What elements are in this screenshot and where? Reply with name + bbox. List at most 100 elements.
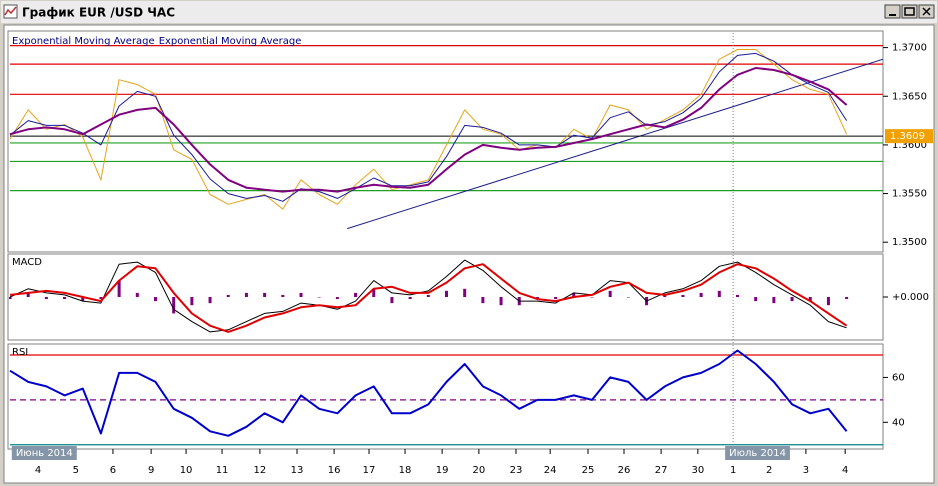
x-tick-label: 13 (291, 465, 304, 476)
month-label: Июнь 2014 (16, 448, 73, 459)
pane (9, 259, 849, 333)
histogram-bar (26, 292, 30, 297)
x-tick-label: 11 (216, 465, 229, 476)
histogram-bar (9, 297, 12, 300)
histogram-bar (81, 297, 85, 302)
window-title: График EUR /USD ЧАС (22, 6, 175, 20)
minimize-button[interactable] (884, 4, 901, 19)
last-price-label: 1.3609 (890, 131, 925, 142)
y-tick-label: 40 (892, 417, 905, 428)
x-tick-label: 2 (766, 465, 772, 476)
histogram-bar (281, 294, 285, 297)
histogram-bar (263, 292, 267, 297)
window-icon (3, 4, 18, 19)
y-tick-label: 1.3650 (892, 91, 927, 102)
y-tick-label: 60 (892, 372, 905, 383)
histogram-bar (554, 297, 558, 300)
histogram-bar (63, 297, 67, 300)
histogram-bar (681, 294, 685, 297)
pane-frame (7, 30, 884, 253)
histogram-bar (426, 294, 430, 297)
histogram-bar (299, 292, 303, 297)
maximize-button[interactable] (901, 4, 918, 19)
histogram-bar (481, 297, 485, 304)
y-tick-label: 1.3550 (892, 189, 927, 200)
series-line (9, 67, 848, 193)
histogram-bar (463, 288, 467, 297)
x-tick-label: 25 (582, 465, 595, 476)
histogram-bar (244, 292, 248, 297)
y-tick-label: +0.000 (892, 292, 929, 303)
legend-entry: Exponential Moving Average (12, 36, 155, 47)
x-tick-label: 19 (436, 465, 449, 476)
histogram-bar (499, 297, 503, 306)
histogram-bar (372, 288, 376, 297)
histogram-bar (44, 297, 48, 300)
x-tick-label: 26 (618, 465, 631, 476)
month-label: Июль 2014 (729, 448, 786, 459)
last-price-box (885, 129, 933, 144)
histogram-bar (445, 290, 448, 297)
histogram-bar (135, 292, 139, 297)
histogram-bar (626, 297, 630, 298)
x-tick-label: 10 (180, 465, 193, 476)
pane-label: RSI (12, 347, 28, 358)
x-tick-label: 6 (110, 465, 116, 476)
x-tick-label: 4 (842, 465, 848, 476)
histogram-bar (845, 297, 849, 300)
pane (9, 45, 883, 230)
y-tick-label: 1.3500 (892, 237, 927, 248)
histogram-bar (172, 297, 176, 314)
x-tick-label: 20 (473, 465, 486, 476)
histogram-bar (226, 294, 230, 297)
x-tick-label: 9 (148, 465, 154, 476)
histogram-bar (99, 297, 103, 300)
month-label-box (11, 446, 77, 460)
histogram-bar (335, 297, 339, 300)
histogram-bar (354, 292, 358, 297)
y-tick-label: 1.3600 (892, 140, 927, 151)
x-tick-label: 18 (399, 465, 412, 476)
x-tick-label: 30 (691, 465, 704, 476)
histogram-bar (390, 297, 394, 304)
histogram-bar (535, 297, 539, 300)
histogram-bar (117, 280, 121, 297)
x-tick-label: 1 (730, 465, 736, 476)
series-line (9, 263, 848, 333)
histogram-bar (808, 297, 812, 302)
histogram-bar (772, 297, 776, 304)
histogram-bar (608, 290, 612, 297)
series-line (9, 349, 848, 437)
series-line (9, 259, 847, 333)
histogram-bar (826, 297, 830, 306)
x-tick-label: 16 (328, 465, 341, 476)
histogram-bar (717, 290, 721, 297)
histogram-bar (154, 297, 157, 302)
x-tick-label: 3 (803, 465, 809, 476)
series-line (9, 52, 848, 202)
pane-frame (7, 343, 884, 450)
pane-label: MACD (12, 257, 42, 268)
close-button[interactable] (918, 4, 935, 19)
histogram-bar (208, 297, 212, 304)
histogram-bar (572, 292, 576, 297)
y-tick-label: 1.3700 (892, 43, 927, 54)
histogram-bar (317, 297, 321, 298)
legend-entry: Exponential Moving Average (159, 36, 302, 47)
histogram-bar (590, 297, 594, 298)
x-tick-label: 4 (35, 465, 41, 476)
x-tick-label: 12 (254, 465, 267, 476)
histogram-bar (408, 297, 412, 300)
trend-line (347, 58, 883, 230)
histogram-bar (736, 294, 739, 297)
histogram-bar (663, 294, 667, 297)
x-tick-label: 27 (655, 465, 668, 476)
x-tick-label: 5 (73, 465, 79, 476)
histogram-bar (790, 297, 794, 302)
x-tick-label: 23 (510, 465, 523, 476)
month-label-box (725, 446, 790, 460)
x-tick-label: 17 (363, 465, 376, 476)
title-bar (1, 1, 937, 23)
